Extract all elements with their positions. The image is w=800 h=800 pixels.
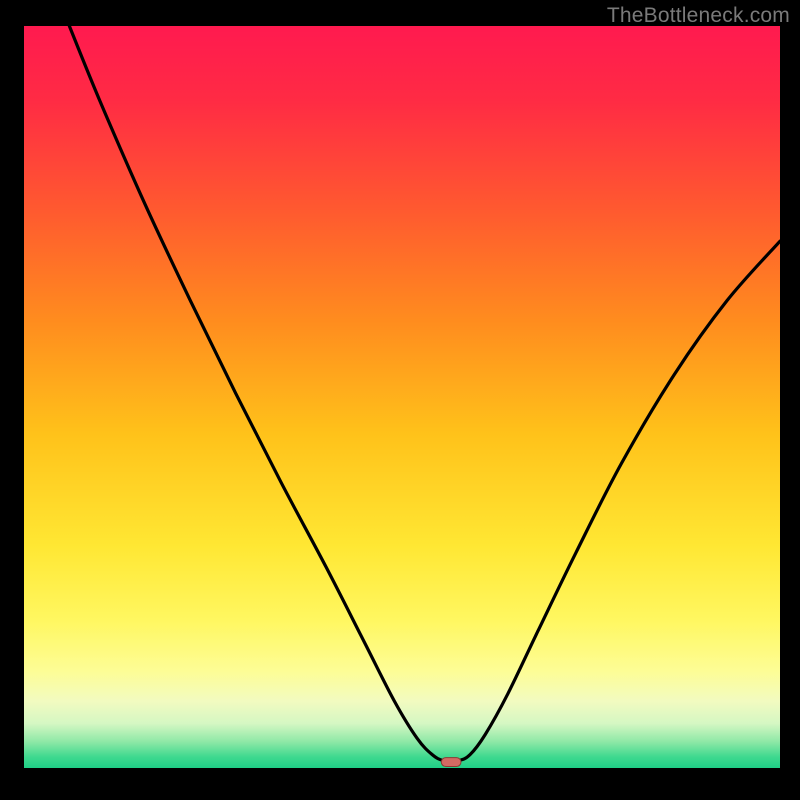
plot-background: [24, 26, 780, 768]
watermark-text: TheBottleneck.com: [607, 4, 790, 28]
bottleneck-chart: [0, 0, 800, 800]
optimum-marker: [441, 758, 461, 767]
chart-container: TheBottleneck.com: [0, 0, 800, 800]
